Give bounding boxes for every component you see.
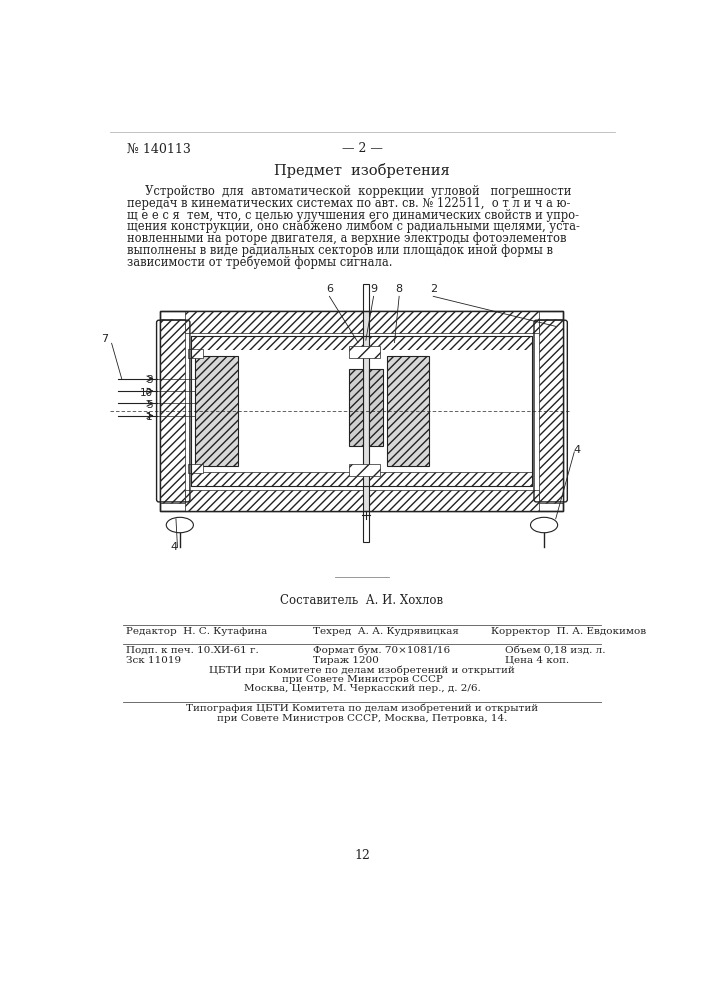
- Text: Москва, Центр, М. Черкасский пер., д. 2/6.: Москва, Центр, М. Черкасский пер., д. 2/…: [244, 684, 480, 693]
- Text: 6: 6: [326, 284, 333, 294]
- Bar: [195, 356, 238, 466]
- Bar: [187, 349, 203, 358]
- Text: при Совете Министров СССР, Москва, Петровка, 14.: при Совете Министров СССР, Москва, Петро…: [217, 714, 507, 723]
- Text: Формат бум. 70×1081/16: Формат бум. 70×1081/16: [313, 645, 450, 655]
- Bar: [539, 319, 563, 503]
- Bar: [192, 336, 532, 486]
- Ellipse shape: [530, 517, 558, 533]
- Text: 12: 12: [354, 849, 370, 862]
- Text: новленными на роторе двигателя, а верхние электроды фотоэлементов: новленными на роторе двигателя, а верхни…: [127, 232, 566, 245]
- Text: Техред  А. А. Кудрявицкая: Техред А. А. Кудрявицкая: [313, 627, 459, 636]
- Text: — 2 —: — 2 —: [341, 142, 382, 155]
- Text: Типография ЦБТИ Комитета по делам изобретений и открытий: Типография ЦБТИ Комитета по делам изобре…: [186, 704, 538, 713]
- Bar: [363, 311, 369, 511]
- Text: 8: 8: [396, 284, 403, 294]
- Bar: [185, 311, 539, 333]
- Text: 4: 4: [171, 542, 178, 552]
- Text: зависимости от требуемой формы сигнала.: зависимости от требуемой формы сигнала.: [127, 256, 392, 269]
- Ellipse shape: [166, 517, 194, 533]
- Bar: [363, 511, 369, 542]
- Text: Подп. к печ. 10.ХИ-61 г.: Подп. к печ. 10.ХИ-61 г.: [126, 646, 258, 655]
- Bar: [369, 369, 383, 446]
- Text: 4: 4: [574, 445, 581, 455]
- Bar: [160, 319, 185, 503]
- Text: Тираж 1200: Тираж 1200: [313, 656, 379, 665]
- Bar: [185, 490, 539, 511]
- Bar: [387, 356, 429, 466]
- Text: Устройство  для  автоматической  коррекции  угловой   погрешности: Устройство для автоматической коррекции …: [127, 185, 571, 198]
- Bar: [192, 350, 532, 472]
- Text: 2: 2: [430, 284, 437, 294]
- Text: Зск 11019: Зск 11019: [126, 656, 181, 665]
- Bar: [349, 346, 380, 358]
- Text: Составитель  А. И. Хохлов: Составитель А. И. Хохлов: [281, 594, 443, 607]
- Bar: [349, 464, 380, 476]
- Text: Предмет  изобретения: Предмет изобретения: [274, 163, 450, 178]
- Text: 5: 5: [146, 400, 153, 410]
- Bar: [363, 284, 369, 311]
- Bar: [192, 336, 532, 350]
- Text: 10: 10: [139, 388, 153, 398]
- Text: Корректор  П. А. Евдокимов: Корректор П. А. Евдокимов: [491, 627, 646, 636]
- Text: 9: 9: [370, 284, 377, 294]
- Bar: [187, 464, 203, 473]
- Bar: [160, 311, 563, 511]
- Bar: [192, 472, 532, 486]
- Text: 3: 3: [146, 375, 153, 385]
- Text: щения конструкции, оно снабжено лимбом с радиальными щелями, уста-: щения конструкции, оно снабжено лимбом с…: [127, 220, 580, 233]
- Text: Цена 4 коп.: Цена 4 коп.: [506, 656, 569, 665]
- Text: выполнены в виде радиальных секторов или площадок иной формы в: выполнены в виде радиальных секторов или…: [127, 244, 553, 257]
- Text: № 140113: № 140113: [127, 142, 191, 155]
- Text: Редактор  Н. С. Кутафина: Редактор Н. С. Кутафина: [126, 627, 267, 636]
- Text: передач в кинематических системах по авт. св. № 122511,  о т л и ч а ю-: передач в кинематических системах по авт…: [127, 197, 571, 210]
- Text: ЦБТИ при Комитете по делам изобретений и открытий: ЦБТИ при Комитете по делам изобретений и…: [209, 665, 515, 675]
- Text: Объем 0,18 изд. л.: Объем 0,18 изд. л.: [506, 646, 606, 655]
- Bar: [349, 369, 363, 446]
- Text: 1: 1: [146, 412, 153, 422]
- Text: 7: 7: [100, 334, 107, 344]
- Text: при Совете Министров СССР: при Совете Министров СССР: [281, 675, 443, 684]
- Text: щ е е с я  тем, что, с целью улучшения его динамических свойств и упро-: щ е е с я тем, что, с целью улучшения ег…: [127, 209, 579, 222]
- Bar: [160, 311, 563, 511]
